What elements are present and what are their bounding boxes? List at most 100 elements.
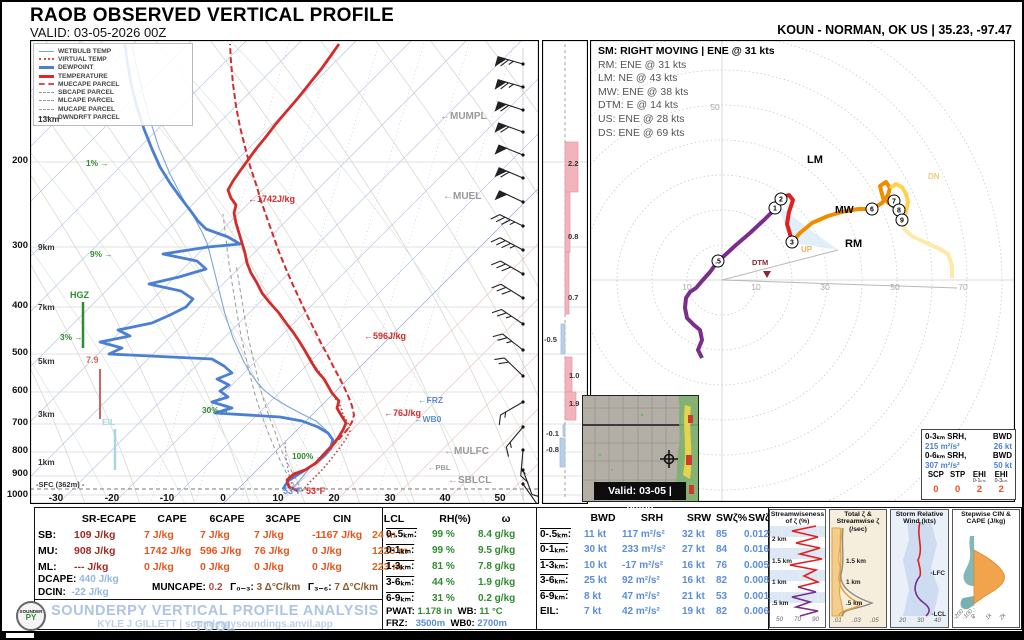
x-tick: 30	[917, 617, 925, 624]
row-label: 0-.5ₖₘ:	[540, 528, 572, 540]
cell: 32 kt	[682, 528, 705, 540]
logo-text-top: SOUNDER	[19, 609, 43, 614]
height-label: 1 km	[846, 579, 861, 586]
entrainment-3pct: 3% →	[60, 332, 83, 342]
radar-echo-red	[686, 415, 694, 494]
pwat-value: 1.178 in	[417, 606, 453, 617]
muncape-value: 0.2	[208, 582, 223, 593]
panel-stepwise-cin-cape: Stepwise CIN & CAPE (J/kg) -200 -100 0 1…	[952, 509, 1020, 628]
wb-label: WB:	[457, 606, 477, 617]
lfc-marker: -LFC	[930, 570, 945, 577]
surface-dewpoint-f: 53°F	[283, 486, 303, 496]
omega-header: ω	[501, 513, 511, 525]
dcape-value: 440 J/kg	[79, 574, 119, 585]
cell: 11 kt	[584, 528, 607, 540]
srh6-label: 0-6ₖₘ SRH,	[925, 451, 967, 461]
panel-title: Total ζ & Streamwise ζ (/sec)	[836, 511, 880, 533]
cape76-annotation: ←76J/kg	[384, 408, 422, 418]
cell: 25 kt	[584, 575, 607, 586]
cell: 1228 m	[372, 545, 408, 557]
temp-tick: -10	[159, 493, 175, 504]
hodo-trace-9km-plus	[900, 219, 954, 278]
temperature-line-sample	[39, 74, 54, 78]
frz-line: FRZ: 3500m WB0: 2700m	[386, 618, 532, 629]
skewt-legend: WETBULB TEMP VIRTUAL TEMP DEWPOINT TEMPE…	[33, 43, 193, 126]
omega-value: -0.8	[546, 445, 559, 454]
cell: 99 %	[432, 545, 455, 556]
cell: 908 J/kg	[74, 545, 116, 557]
valid-time: VALID: 03-05-2026 00Z	[30, 25, 167, 40]
muncape-line: MUNCAPE: 0.2 Γ₀₋₃: 3 Δ°C/km Γ₃₋₆: 7 Δ°C/…	[152, 582, 378, 593]
cell: 0.016	[744, 544, 770, 555]
station-crosshair-icon	[660, 450, 678, 468]
cell: 99 %	[432, 529, 455, 540]
cin-area-lower	[960, 596, 974, 610]
ring-label: 10	[682, 282, 692, 292]
entrainment-1pct: 1% →	[86, 158, 109, 168]
cell: 0.008	[744, 575, 770, 586]
omega-strip	[542, 40, 588, 504]
cell: 0 J/kg	[312, 561, 342, 573]
col-header: 6CAPE	[209, 513, 245, 525]
km-label: 1km	[38, 457, 55, 467]
frz-value: 3500m	[415, 618, 446, 629]
dcape-label: DCAPE:	[38, 574, 77, 585]
srw-envelope	[903, 522, 939, 616]
cell: 109 J/kg	[74, 529, 116, 541]
mw-line: MW: ENE @ 38 kts	[598, 85, 689, 98]
col-header: 3CAPE	[265, 513, 301, 525]
cell: 117 m²/s²	[622, 528, 665, 540]
ring-label: 50	[710, 102, 720, 112]
wb0-value: 2700m	[477, 618, 507, 629]
mucape-line-sample	[39, 108, 54, 110]
sm-line: SM: RIGHT MOVING | ENE @ 31 kts	[598, 45, 775, 57]
dewpoint-line-sample	[39, 66, 54, 70]
row-label: 3-6ₖₘ:	[540, 575, 569, 586]
row-label: 0-1ₖₘ:	[386, 545, 415, 556]
cell: 76	[716, 559, 728, 571]
mulfc-annotation: ←MULFC	[444, 446, 489, 457]
row-label: 0-1ₖₘ:	[540, 544, 569, 555]
temp-tick: 0	[220, 493, 226, 504]
ring-label: 10	[751, 282, 761, 292]
virtual-temp-line-sample	[39, 58, 54, 61]
legend-label: VIRTUAL TEMP	[58, 55, 107, 63]
composite-indices: SCP STP EHI EHI 0-1ₖₘ 0-3ₖₘ 0 0 2 2	[925, 471, 1012, 495]
skewt-plot	[30, 40, 539, 504]
kinematics-table: BWD SRH SRW SWζ% SWζ 0-.5ₖₘ: 11 kt 117 m…	[540, 511, 770, 620]
bwd3-label: BWD	[992, 432, 1012, 441]
omega-positive-bars	[564, 141, 579, 421]
cell: --- J/kg	[74, 561, 109, 573]
svg-text:9: 9	[900, 218, 904, 225]
skewt-border	[30, 40, 539, 504]
rm-line: RM: ENE @ 31 kts	[598, 58, 687, 71]
legend-label: DWNDRFT PARCEL	[58, 114, 120, 122]
row-label: 1-3ₖₘ:	[540, 559, 569, 571]
cell: 16 kt	[682, 575, 705, 586]
col-header: SWζ	[748, 512, 770, 524]
ring-label: 50	[890, 282, 900, 292]
cin-area-upper	[963, 536, 974, 586]
svg-text:.5: .5	[715, 259, 721, 266]
x-tick: 90	[812, 616, 820, 623]
panel-title: Streamwiseness of ζ (%)	[770, 511, 825, 526]
omega-negative-bars	[559, 323, 566, 468]
cell: 0 J/kg	[254, 561, 284, 573]
cell: 0.012	[744, 528, 770, 540]
height-label: 1.5 km	[846, 558, 866, 565]
pressure-tick: 900	[12, 468, 28, 479]
mixing-ratio-lines	[149, 40, 516, 504]
srw-line-lower	[914, 575, 930, 617]
ehi3-sub: 0-3ₖₘ	[994, 478, 1008, 485]
x-tick: 20	[899, 617, 907, 624]
cell: 8 kt	[584, 590, 602, 602]
bwd6-label: BWD	[992, 451, 1012, 461]
cell: 16 kt	[682, 559, 705, 571]
cell: 27 kt	[682, 544, 705, 555]
cell: 19 kt	[682, 606, 705, 617]
cell: 44 %	[432, 577, 455, 588]
dtm-marker	[763, 271, 771, 278]
pressure-tick: 700	[12, 417, 28, 428]
ehi3-label: EHI	[994, 470, 1008, 480]
temp-tick: 20	[328, 493, 340, 504]
